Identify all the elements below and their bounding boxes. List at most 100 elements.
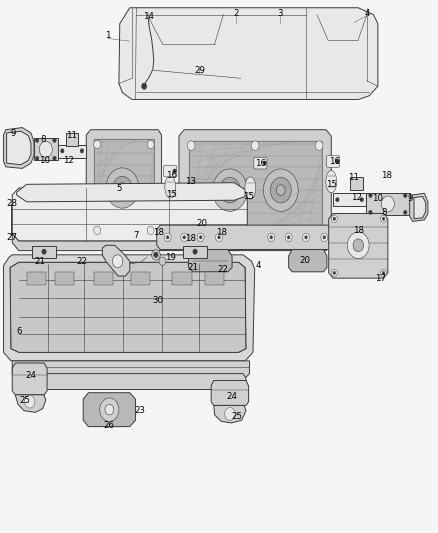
Text: 18: 18 <box>215 228 227 237</box>
Text: 18: 18 <box>152 228 163 237</box>
Circle shape <box>154 252 158 257</box>
FancyBboxPatch shape <box>254 157 267 169</box>
Text: 7: 7 <box>134 231 139 240</box>
Polygon shape <box>86 130 162 245</box>
Text: 11: 11 <box>348 173 360 182</box>
Circle shape <box>333 271 336 274</box>
Polygon shape <box>66 133 78 146</box>
Circle shape <box>270 236 272 239</box>
Circle shape <box>263 161 266 165</box>
Text: 11: 11 <box>66 131 77 140</box>
Circle shape <box>381 215 387 222</box>
Text: 12: 12 <box>64 156 74 165</box>
FancyBboxPatch shape <box>326 156 339 167</box>
Text: 15: 15 <box>243 192 254 201</box>
Polygon shape <box>102 245 130 276</box>
Polygon shape <box>40 374 246 390</box>
Text: 22: 22 <box>218 265 229 273</box>
Circle shape <box>106 168 139 208</box>
Circle shape <box>369 193 372 198</box>
Polygon shape <box>12 188 247 241</box>
Polygon shape <box>7 131 31 165</box>
Text: 1: 1 <box>105 31 111 41</box>
Polygon shape <box>157 225 336 249</box>
Circle shape <box>25 395 35 408</box>
Circle shape <box>181 233 187 241</box>
Bar <box>55 272 74 285</box>
Circle shape <box>212 169 247 212</box>
Polygon shape <box>183 246 207 258</box>
Circle shape <box>152 249 160 260</box>
Polygon shape <box>15 395 46 413</box>
Polygon shape <box>32 246 56 258</box>
Circle shape <box>39 141 52 157</box>
Text: 18: 18 <box>381 171 392 180</box>
Text: 13: 13 <box>185 177 196 186</box>
Circle shape <box>225 408 235 420</box>
Circle shape <box>193 249 197 254</box>
Text: 27: 27 <box>7 233 18 242</box>
Text: 15: 15 <box>326 180 337 189</box>
Circle shape <box>263 169 298 212</box>
Ellipse shape <box>326 171 337 193</box>
Text: 4: 4 <box>255 261 261 270</box>
Bar <box>27 272 46 285</box>
Text: 25: 25 <box>231 411 242 421</box>
Circle shape <box>382 217 385 220</box>
Circle shape <box>147 226 154 235</box>
Circle shape <box>166 236 169 239</box>
Circle shape <box>270 177 291 203</box>
Text: 20: 20 <box>300 256 311 265</box>
Polygon shape <box>333 193 366 206</box>
Bar <box>94 272 113 285</box>
Text: 8: 8 <box>381 208 387 217</box>
Circle shape <box>268 233 275 241</box>
Text: 19: 19 <box>165 253 176 262</box>
Circle shape <box>331 269 337 277</box>
Text: 17: 17 <box>374 273 385 282</box>
Circle shape <box>315 230 323 239</box>
Circle shape <box>353 239 364 252</box>
Circle shape <box>113 176 132 200</box>
Circle shape <box>347 232 369 259</box>
Circle shape <box>60 149 64 153</box>
Polygon shape <box>179 130 331 251</box>
Text: 29: 29 <box>194 66 205 75</box>
Circle shape <box>226 185 234 196</box>
Text: 22: 22 <box>76 257 88 265</box>
Text: 24: 24 <box>25 370 36 379</box>
Polygon shape <box>211 381 249 406</box>
Bar <box>205 272 224 285</box>
Circle shape <box>369 211 372 215</box>
Text: 15: 15 <box>166 190 177 199</box>
Circle shape <box>333 217 336 220</box>
Circle shape <box>173 169 177 173</box>
Polygon shape <box>12 361 250 381</box>
Polygon shape <box>214 406 246 423</box>
Circle shape <box>321 233 328 241</box>
Circle shape <box>187 230 195 239</box>
Circle shape <box>315 141 323 150</box>
Polygon shape <box>414 197 426 219</box>
Text: 14: 14 <box>143 12 154 21</box>
Polygon shape <box>366 193 410 215</box>
Circle shape <box>80 149 84 153</box>
Circle shape <box>381 269 387 277</box>
Text: 9: 9 <box>11 130 16 139</box>
Text: 16: 16 <box>329 157 340 166</box>
FancyBboxPatch shape <box>164 165 177 177</box>
Polygon shape <box>10 262 246 352</box>
Circle shape <box>219 177 240 203</box>
Circle shape <box>323 236 325 239</box>
Polygon shape <box>4 127 34 168</box>
Text: 4: 4 <box>364 9 370 18</box>
Text: 6: 6 <box>16 327 21 336</box>
Text: 16: 16 <box>255 159 266 167</box>
Circle shape <box>287 236 290 239</box>
Circle shape <box>382 271 385 274</box>
Text: 21: 21 <box>187 263 198 272</box>
Text: 23: 23 <box>134 406 145 415</box>
Polygon shape <box>34 138 58 160</box>
Polygon shape <box>328 214 388 278</box>
Ellipse shape <box>245 177 256 199</box>
